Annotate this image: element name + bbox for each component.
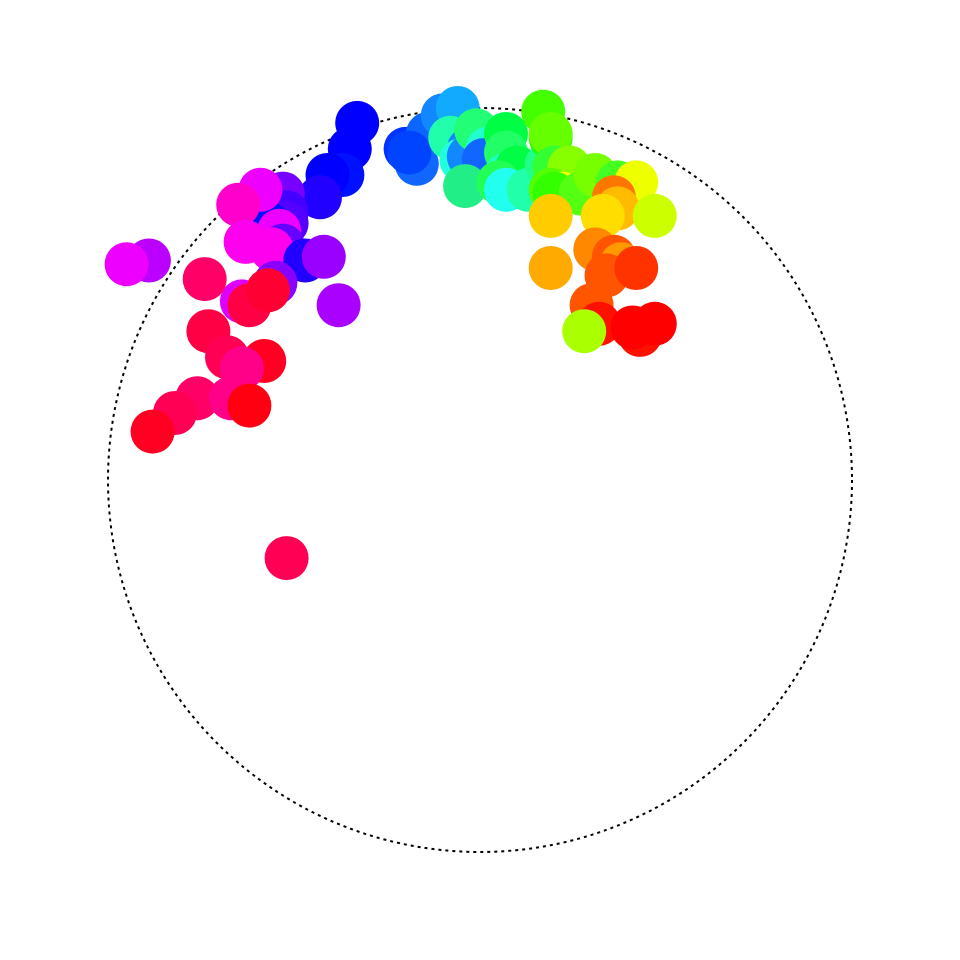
scatter-point [264, 536, 309, 581]
scatter-point [562, 309, 607, 354]
points-layer [104, 86, 677, 581]
scatter-point [580, 193, 625, 238]
reference-circle [107, 107, 853, 853]
scatter-point [130, 409, 175, 454]
scatter-point [249, 227, 294, 272]
scatter-point [216, 182, 261, 227]
scatter-point [246, 268, 290, 313]
scatter-point [301, 234, 346, 279]
scatter-point [632, 193, 677, 238]
scatter-point [182, 257, 227, 302]
scatter-point [632, 301, 677, 346]
scatter-point [227, 383, 272, 428]
scatter-point [104, 242, 149, 287]
scatter-point [443, 164, 488, 209]
scatter-point [528, 246, 573, 290]
scatter-point [298, 175, 342, 220]
scatter-point [614, 246, 659, 290]
scatter-point [316, 283, 361, 328]
scatter-point [528, 112, 573, 156]
scatter-point [387, 130, 432, 175]
scatter-point [528, 193, 573, 238]
